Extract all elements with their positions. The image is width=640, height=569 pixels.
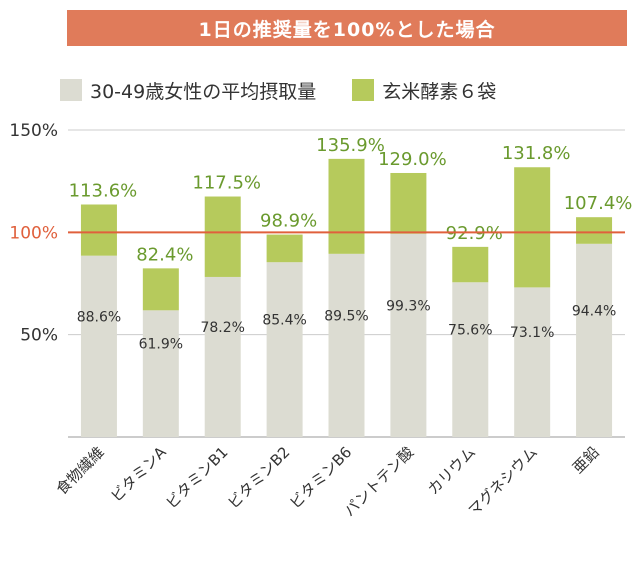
total-value-label-0: 113.6%	[69, 180, 138, 201]
bar-base-1	[142, 310, 179, 437]
bar-supplement-5	[390, 172, 427, 234]
total-value-label-2: 117.5%	[192, 173, 261, 194]
base-value-label-3: 85.4%	[262, 313, 306, 329]
legend-item-base: 30-49歳女性の平均摂取量	[60, 77, 316, 104]
total-value-label-5: 129.0%	[378, 149, 447, 170]
category-label-8: 亜鉛	[569, 443, 603, 477]
legend: 30-49歳女性の平均摂取量 玄米酵素６袋	[60, 76, 532, 104]
chart-title-banner: 1日の推奨量を100%とした場合	[67, 10, 627, 46]
base-value-label-7: 73.1%	[510, 325, 554, 341]
bar-supplement-4	[328, 158, 365, 254]
bar-supplement-3	[266, 234, 303, 263]
bar-supplement-6	[452, 246, 489, 283]
total-value-label-6: 92.9%	[446, 223, 503, 244]
legend-item-supplement: 玄米酵素６袋	[352, 77, 496, 104]
category-label-0: 食物繊維	[53, 443, 108, 498]
category-label-3: ビタミンB2	[224, 443, 293, 512]
bar-supplement-1	[142, 268, 179, 311]
category-label-2: ビタミンB1	[162, 443, 231, 512]
legend-swatch-base	[60, 79, 82, 101]
base-value-label-5: 99.3%	[386, 298, 430, 314]
legend-swatch-supplement	[352, 79, 375, 101]
bar-base-3	[266, 262, 303, 437]
total-value-label-4: 135.9%	[316, 135, 385, 156]
chart-title: 1日の推奨量を100%とした場合	[198, 18, 496, 41]
base-value-label-1: 61.9%	[139, 337, 183, 353]
total-value-label-1: 82.4%	[136, 244, 193, 265]
y-tick-label-50: 50%	[20, 326, 58, 346]
total-value-label-3: 98.9%	[260, 211, 317, 232]
base-value-label-6: 75.6%	[448, 323, 492, 339]
bar-base-4	[328, 253, 365, 437]
legend-label-base: 30-49歳女性の平均摂取量	[90, 80, 317, 103]
y-tick-label-150: 150%	[9, 121, 58, 141]
category-label-1: ビタミンA	[107, 443, 170, 506]
legend-label-supplement: 玄米酵素６袋	[382, 80, 497, 103]
total-value-label-7: 131.8%	[502, 143, 571, 164]
total-value-label-8: 107.4%	[564, 193, 633, 214]
base-value-label-2: 78.2%	[200, 320, 244, 336]
category-label-6: カリウム	[424, 443, 479, 498]
bar-supplement-2	[204, 196, 241, 277]
bar-base-6	[452, 282, 489, 437]
y-tick-label-100: 100%	[9, 223, 58, 243]
base-value-label-0: 88.6%	[77, 309, 121, 325]
bar-base-2	[204, 276, 241, 437]
base-value-label-4: 89.5%	[324, 308, 368, 324]
base-value-label-8: 94.4%	[572, 303, 616, 319]
bar-base-7	[514, 287, 551, 437]
bar-base-8	[576, 243, 613, 437]
bar-base-0	[80, 255, 117, 437]
bar-base-5	[390, 233, 427, 437]
bar-supplement-0	[80, 204, 117, 256]
bar-supplement-8	[576, 217, 613, 244]
bar-supplement-7	[514, 167, 551, 288]
